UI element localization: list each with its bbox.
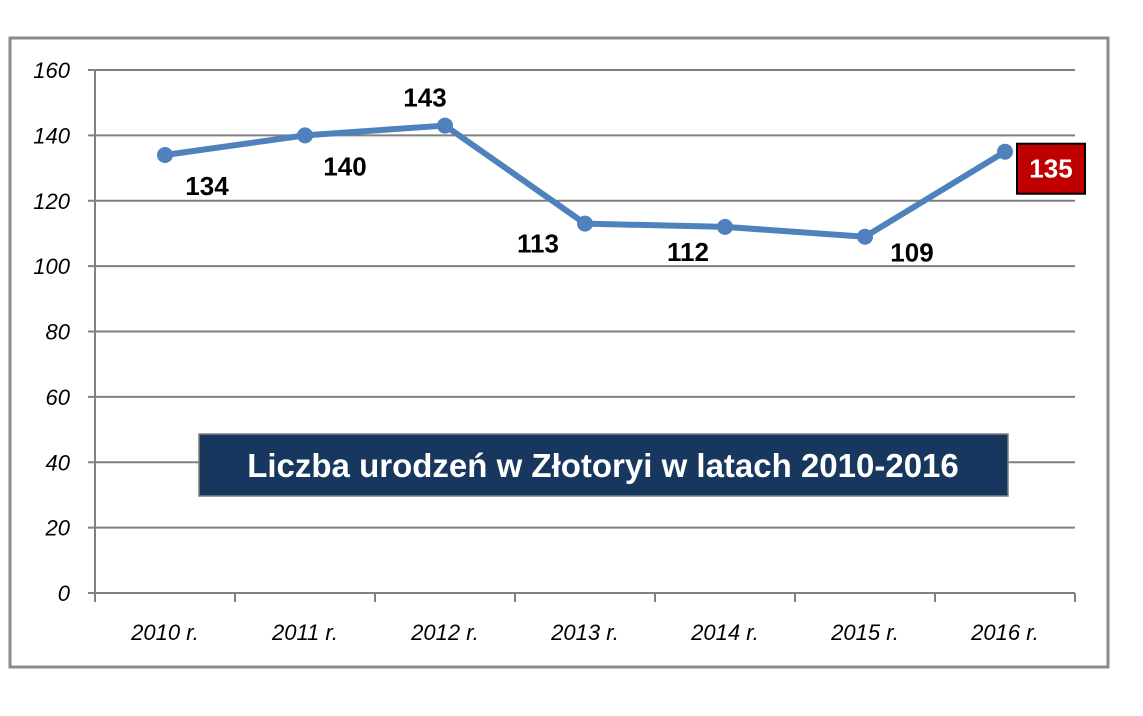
axes bbox=[88, 69, 1076, 602]
data-point bbox=[857, 228, 873, 245]
y-tick-label: 40 bbox=[46, 450, 71, 475]
chart-title: Liczba urodzeń w Złotoryi w latach 2010-… bbox=[247, 447, 959, 484]
chart-frame bbox=[8, 36, 1110, 669]
data-label: 113 bbox=[517, 229, 559, 259]
y-tick-label: 120 bbox=[33, 189, 70, 214]
y-tick-label: 140 bbox=[33, 123, 70, 148]
data-point bbox=[297, 127, 313, 144]
chart-title-box: Liczba urodzeń w Złotoryi w latach 2010-… bbox=[198, 433, 1009, 497]
y-tick-label: 0 bbox=[58, 581, 71, 606]
highlight-label-box bbox=[1016, 142, 1086, 195]
y-tick-label: 60 bbox=[46, 385, 71, 410]
data-label: 140 bbox=[323, 151, 366, 181]
data-label: 112 bbox=[667, 237, 709, 267]
x-tick-labels: 2010 r. 2011 r. 2012 r. 2013 r. 2014 r. 2015 … bbox=[130, 620, 1039, 645]
x-tick-label: 2013 r. bbox=[550, 620, 619, 645]
chart-title-background bbox=[198, 433, 1009, 497]
data-label: 134 bbox=[185, 171, 229, 201]
x-tick-label: 2014 r. bbox=[690, 620, 759, 645]
data-label: 143 bbox=[403, 83, 446, 113]
data-point bbox=[717, 218, 733, 235]
data-labels: 134 140 143 113 112 109 135 bbox=[185, 83, 1086, 268]
data-label-highlighted: 135 bbox=[1029, 154, 1072, 184]
data-point bbox=[157, 146, 173, 163]
x-tick-label: 2016 r. bbox=[970, 620, 1039, 645]
data-label: 109 bbox=[890, 238, 933, 268]
x-tick-label: 2010 r. bbox=[130, 620, 199, 645]
y-tick-label: 20 bbox=[45, 516, 71, 541]
x-tick-label: 2011 r. bbox=[271, 620, 338, 645]
y-tick-label: 80 bbox=[46, 320, 71, 345]
y-tick-label: 100 bbox=[33, 254, 70, 279]
data-point bbox=[437, 117, 453, 134]
data-point bbox=[577, 215, 593, 232]
y-tick-labels: 0 20 40 60 80 100 120 140 160 bbox=[33, 58, 70, 606]
x-tick-label: 2012 r. bbox=[410, 620, 479, 645]
data-point bbox=[997, 143, 1013, 160]
series-line bbox=[157, 117, 1013, 245]
x-tick-label: 2015 r. bbox=[830, 620, 899, 645]
y-tick-label: 160 bbox=[33, 58, 70, 83]
